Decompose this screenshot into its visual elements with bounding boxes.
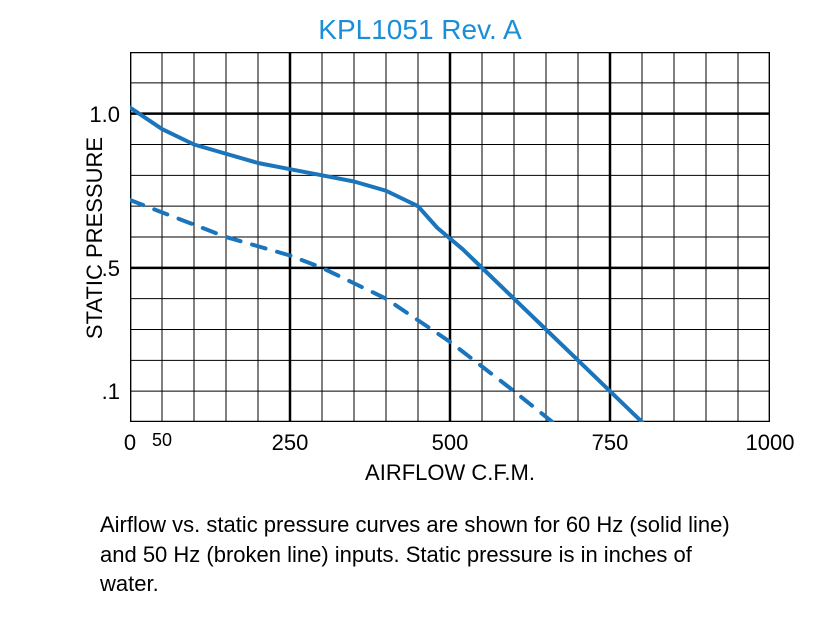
- y-tick-label: 1.0: [80, 102, 120, 128]
- x-axis-label: AIRFLOW C.F.M.: [330, 460, 570, 486]
- y-tick-label: .5: [80, 256, 120, 282]
- y-tick-label: .1: [80, 379, 120, 405]
- x-tick-label: 500: [420, 430, 480, 456]
- chart-container: KPL1051 Rev. A STATIC PRESSURE AIRFLOW C…: [0, 0, 840, 640]
- chart-plot: [130, 52, 770, 422]
- chart-caption: Airflow vs. static pressure curves are s…: [100, 510, 740, 599]
- x-tick-label: 50: [132, 430, 192, 451]
- y-axis-label: STATIC PRESSURE: [82, 88, 108, 388]
- x-tick-label: 1000: [740, 430, 800, 456]
- chart-title: KPL1051 Rev. A: [0, 14, 840, 46]
- x-tick-label: 750: [580, 430, 640, 456]
- x-tick-label: 250: [260, 430, 320, 456]
